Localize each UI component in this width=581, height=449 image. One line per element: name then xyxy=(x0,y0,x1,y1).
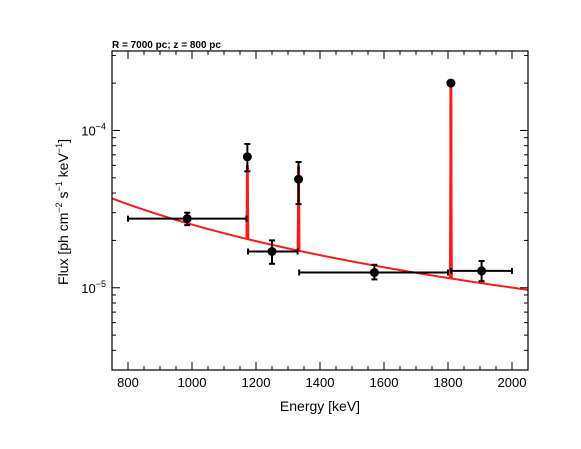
axis-layer: 800 1000 1200 1400 1600 1800 2000 10−5 10−4 xyxy=(81,51,529,390)
data-layer xyxy=(127,78,513,283)
data-point xyxy=(369,268,379,278)
x-tick-label: 2000 xyxy=(498,375,527,390)
y-tick-label: 10−4 xyxy=(81,121,106,138)
x-tick-label: 1400 xyxy=(306,375,335,390)
x-tick-label: 1600 xyxy=(370,375,399,390)
data-point xyxy=(294,174,304,184)
x-tick-label: 800 xyxy=(117,375,139,390)
x-tick-label: 1800 xyxy=(434,375,463,390)
model-curve xyxy=(111,83,529,291)
plot-frame xyxy=(111,50,529,371)
model-layer xyxy=(111,83,529,291)
data-point xyxy=(446,78,456,88)
data-point xyxy=(182,214,192,224)
y-axis-label: Flux [ph cm−2 s−1 keV−1] xyxy=(54,139,71,285)
x-axis-label: Energy [keV] xyxy=(280,398,360,414)
data-point xyxy=(242,152,252,162)
chart-title: R = 7000 pc; z = 800 pc xyxy=(112,40,221,51)
x-tick-label: 1200 xyxy=(242,375,271,390)
x-tick-label: 1000 xyxy=(178,375,207,390)
data-point xyxy=(477,266,487,276)
data-point xyxy=(267,247,277,257)
y-tick-label: 10−5 xyxy=(81,279,106,296)
